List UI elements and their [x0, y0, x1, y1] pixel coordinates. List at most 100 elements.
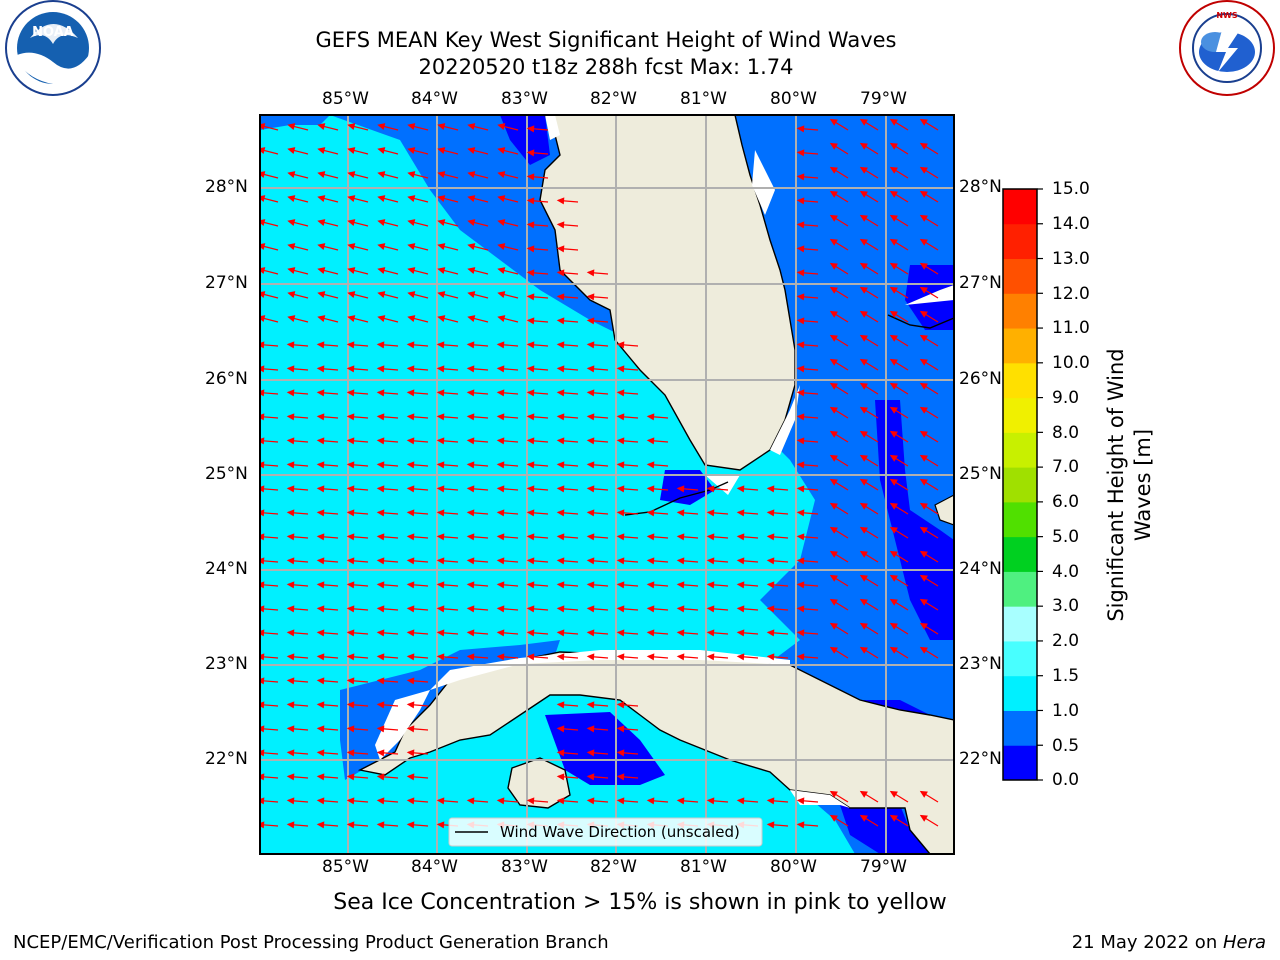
wind-arrow-head: [829, 358, 838, 366]
wind-arrow-head: [556, 269, 565, 277]
wind-arrow-head: [889, 334, 898, 342]
wind-arrow-head: [919, 814, 928, 822]
wind-arrow-head: [406, 725, 415, 733]
wind-arrow-head: [466, 485, 475, 493]
wind-arrow-head: [376, 773, 385, 781]
wind-arrow-head: [526, 149, 535, 157]
wind-arrow-head: [286, 581, 295, 589]
sea-ice-note: Sea Ice Concentration > 15% is shown in …: [333, 890, 947, 915]
wind-arrow-head: [346, 701, 355, 709]
wind-arrow-head: [406, 701, 415, 709]
wind-arrow-head: [406, 533, 415, 541]
wind-arrow-head: [317, 123, 326, 130]
lon-label-top: 83°W: [501, 89, 548, 109]
lat-label-right: 22°N: [959, 749, 1002, 769]
wind-arrow-head: [497, 315, 506, 322]
footer-left: NCEP/EMC/Verification Post Processing Pr…: [13, 932, 609, 953]
wind-arrow-head: [347, 267, 356, 274]
wind-arrow-head: [346, 413, 355, 421]
wind-arrow-head: [347, 171, 356, 178]
wind-arrow-head: [889, 142, 898, 150]
wind-arrow-head: [497, 267, 506, 274]
wind-arrow-head: [919, 790, 928, 798]
wind-arrow-head: [346, 749, 355, 757]
wind-arrow-head: [346, 773, 355, 781]
wind-arrow-head: [286, 749, 295, 757]
colorbar-segment: [1003, 397, 1037, 433]
wind-arrow-head: [859, 526, 868, 534]
map-grid: [260, 115, 954, 854]
wind-arrow-head: [496, 461, 505, 469]
wind-arrow-head: [317, 243, 326, 250]
wind-arrow-head: [586, 317, 595, 325]
lat-label-left: 25°N: [205, 464, 248, 484]
wind-arrow-head: [616, 749, 625, 757]
wind-arrow-head: [526, 533, 535, 541]
wind-arrow-head: [676, 797, 685, 805]
wind-arrow-head: [586, 629, 595, 637]
wind-arrow-head: [316, 629, 325, 637]
wind-arrow-head: [497, 291, 506, 298]
wind-arrow-head: [586, 605, 595, 613]
wind-arrow-head: [586, 461, 595, 469]
wind-arrow-head: [466, 629, 475, 637]
wind-arrow-head: [586, 437, 595, 445]
wind-arrow-head: [437, 315, 446, 322]
colorbar-segment: [1003, 328, 1037, 364]
wind-arrow-head: [437, 195, 446, 202]
wind-arrow-head: [586, 365, 595, 373]
wind-arrow-head: [829, 550, 838, 558]
wind-arrow-head: [676, 509, 685, 517]
wind-arrow-head: [889, 358, 898, 366]
wind-arrow-head: [317, 147, 326, 154]
wind-arrow-head: [347, 147, 356, 154]
wind-arrow-head: [796, 389, 805, 397]
wind-arrow-head: [316, 389, 325, 397]
wind-arrow-head: [407, 243, 416, 250]
wind-arrow-head: [407, 123, 416, 130]
wind-arrow-head: [526, 581, 535, 589]
lat-label-right: 27°N: [959, 273, 1002, 293]
wind-arrow-head: [829, 262, 838, 270]
wind-arrow-head: [496, 437, 505, 445]
wind-arrow-head: [829, 382, 838, 390]
wind-arrow-head: [766, 485, 775, 493]
wind-arrow-head: [646, 605, 655, 613]
wind-arrow-head: [889, 238, 898, 246]
wind-arrow-head: [407, 147, 416, 154]
wind-arrow-head: [766, 581, 775, 589]
wind-arrow-head: [317, 315, 326, 322]
wind-arrow-head: [919, 286, 928, 294]
wind-arrow-head: [317, 171, 326, 178]
wind-arrow-head: [889, 262, 898, 270]
wind-arrow-head: [407, 267, 416, 274]
wind-arrow-head: [377, 195, 386, 202]
wind-arrow-head: [889, 118, 898, 126]
lon-label-top: 80°W: [770, 89, 817, 109]
wind-arrow-head: [556, 245, 565, 253]
wind-arrow-head: [436, 389, 445, 397]
wind-arrow-head: [376, 653, 385, 661]
wind-arrow-head: [676, 485, 685, 493]
wind-arrow-head: [586, 557, 595, 565]
wind-arrow-head: [406, 629, 415, 637]
wind-arrow-head: [796, 629, 805, 637]
lat-label-left: 24°N: [205, 559, 248, 579]
lon-label-top: 81°W: [680, 89, 727, 109]
wind-arrow-head: [829, 190, 838, 198]
wind-arrow-head: [919, 430, 928, 438]
wind-arrow-head: [406, 509, 415, 517]
wind-arrow-head: [889, 478, 898, 486]
wind-arrow-head: [287, 195, 296, 202]
wind-arrow-head: [377, 243, 386, 250]
wind-arrow-head: [436, 413, 445, 421]
wind-arrow-head: [376, 701, 385, 709]
wind-arrow-head: [586, 701, 595, 709]
wind-arrow-head: [466, 341, 475, 349]
wind-arrow-head: [316, 749, 325, 757]
wind-arrow-head: [859, 286, 868, 294]
wind-arrow-head: [436, 605, 445, 613]
wind-arrow-head: [346, 605, 355, 613]
colorbar-tick: 9.0: [1052, 388, 1080, 408]
